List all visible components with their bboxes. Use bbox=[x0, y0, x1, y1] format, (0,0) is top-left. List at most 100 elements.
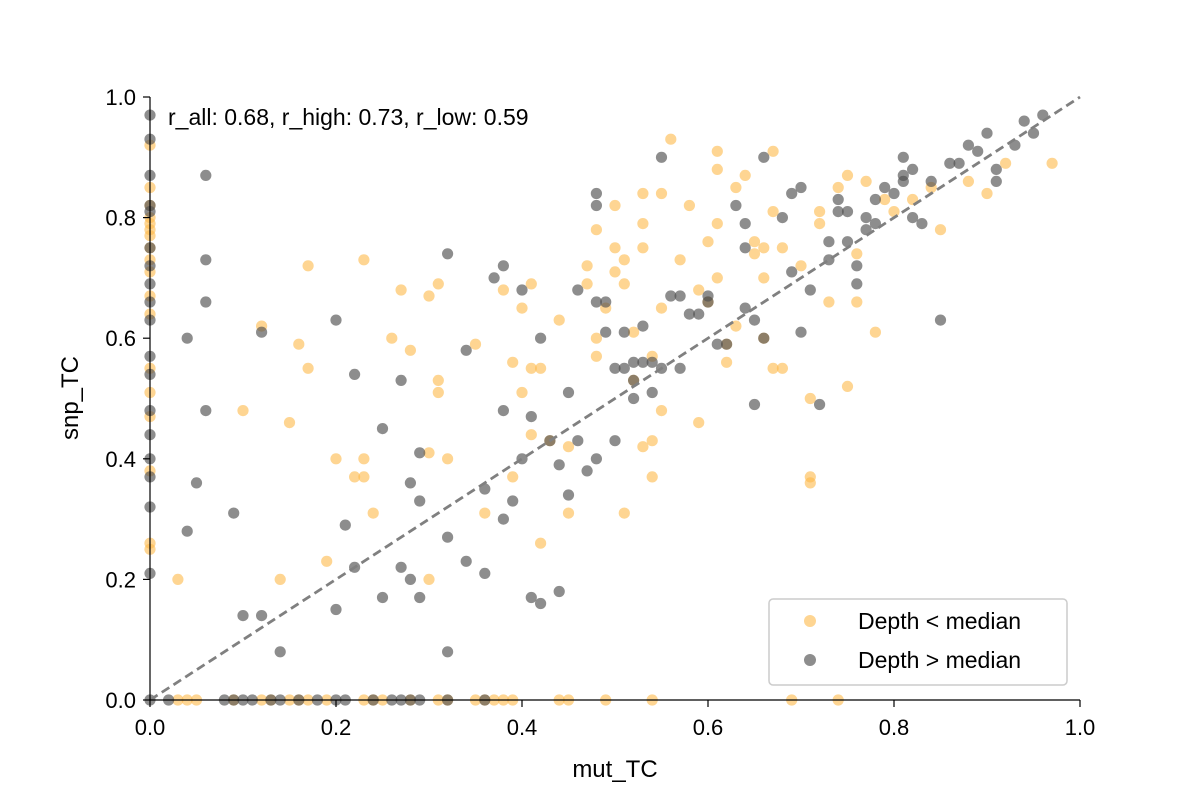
scatter-point bbox=[832, 193, 844, 206]
scatter-point bbox=[535, 597, 547, 610]
scatter-point bbox=[851, 248, 863, 260]
legend-label-high-depth: Depth > median bbox=[858, 647, 1021, 673]
scatter-point bbox=[637, 242, 649, 254]
scatter-point bbox=[609, 362, 621, 374]
scatter-point bbox=[535, 332, 547, 344]
scatter-point bbox=[618, 326, 630, 338]
scatter-point bbox=[739, 302, 751, 314]
scatter-point bbox=[748, 248, 761, 260]
scatter-point bbox=[990, 175, 1002, 187]
scatter-point bbox=[860, 212, 872, 224]
scatter-point bbox=[1000, 157, 1012, 169]
scatter-point bbox=[535, 362, 547, 374]
scatter-point bbox=[990, 163, 1002, 175]
scatter-point bbox=[358, 254, 370, 266]
y-tick-label: 0.4 bbox=[105, 447, 136, 472]
correlation-annotation: r_all: 0.68, r_high: 0.73, r_low: 0.59 bbox=[168, 104, 529, 130]
scatter-point bbox=[823, 236, 835, 248]
scatter-point bbox=[860, 175, 872, 187]
scatter-point bbox=[618, 507, 630, 519]
scatter-point bbox=[497, 260, 509, 272]
scatter-point bbox=[572, 284, 584, 296]
scatter-point bbox=[646, 386, 658, 399]
scatter-point bbox=[739, 242, 751, 254]
scatter-point bbox=[386, 332, 398, 344]
scatter-point bbox=[590, 350, 603, 362]
scatter-point bbox=[665, 290, 677, 302]
scatter-point bbox=[200, 169, 212, 181]
scatter-point bbox=[414, 495, 426, 507]
scatter-point bbox=[869, 193, 882, 206]
scatter-point bbox=[841, 206, 854, 218]
scatter-point bbox=[841, 380, 854, 392]
scatter-point bbox=[516, 284, 528, 296]
scatter-point bbox=[907, 212, 919, 224]
scatter-point bbox=[683, 308, 696, 320]
scatter-point bbox=[962, 175, 975, 187]
scatter-point bbox=[851, 278, 863, 290]
scatter-point bbox=[600, 296, 612, 308]
scatter-point bbox=[693, 284, 705, 296]
scatter-point bbox=[618, 254, 630, 266]
scatter-point bbox=[804, 392, 816, 405]
scatter-point bbox=[600, 326, 612, 338]
scatter-point bbox=[590, 224, 603, 236]
scatter-point bbox=[404, 477, 416, 489]
scatter-point bbox=[302, 362, 314, 374]
scatter-point bbox=[1018, 115, 1030, 127]
scatter-point bbox=[330, 314, 342, 326]
scatter-point bbox=[730, 181, 742, 194]
legend: Depth < median Depth > median bbox=[768, 598, 1068, 686]
scatter-point bbox=[330, 453, 342, 465]
scatter-point bbox=[916, 218, 928, 230]
scatter-point bbox=[711, 338, 723, 350]
y-tick-label: 1.0 bbox=[105, 85, 136, 110]
scatter-point bbox=[628, 392, 640, 405]
scatter-point bbox=[181, 525, 193, 537]
scatter-point bbox=[953, 157, 965, 169]
scatter-point bbox=[814, 218, 826, 230]
scatter-point bbox=[767, 206, 779, 218]
scatter-point bbox=[739, 218, 751, 230]
scatter-point bbox=[795, 326, 807, 338]
scatter-point bbox=[562, 441, 575, 453]
scatter-point bbox=[200, 296, 212, 308]
scatter-point bbox=[562, 489, 575, 501]
scatter-point bbox=[655, 405, 668, 417]
scatter-point bbox=[711, 145, 723, 157]
scatter-point bbox=[442, 248, 454, 260]
scatter-point bbox=[637, 441, 649, 453]
scatter-point bbox=[776, 362, 789, 374]
scatter-point bbox=[237, 405, 249, 417]
y-axis-label: snp_TC bbox=[57, 356, 84, 440]
scatter-point bbox=[395, 284, 407, 296]
scatter-point bbox=[395, 374, 407, 386]
scatter-point bbox=[525, 591, 537, 604]
scatter-point bbox=[479, 567, 491, 580]
scatter-point bbox=[767, 145, 779, 157]
scatter-point bbox=[432, 374, 444, 386]
scatter-point bbox=[702, 236, 714, 248]
scatter-point bbox=[302, 260, 314, 272]
scatter-point bbox=[321, 555, 333, 567]
scatter-point bbox=[628, 326, 640, 338]
scatter-point bbox=[581, 260, 593, 272]
scatter-point bbox=[934, 314, 947, 326]
x-tick-label: 0.8 bbox=[879, 715, 910, 740]
scatter-point bbox=[274, 646, 286, 658]
x-tick-label: 1.0 bbox=[1065, 715, 1096, 740]
scatter-point bbox=[228, 507, 240, 519]
scatter-point bbox=[516, 386, 528, 399]
scatter-point bbox=[674, 362, 686, 374]
scatter-point bbox=[404, 573, 416, 586]
x-tick-label: 0.4 bbox=[507, 715, 538, 740]
scatter-point bbox=[637, 187, 649, 200]
scatter-point bbox=[869, 326, 882, 338]
scatter-point bbox=[665, 133, 677, 145]
scatter-point bbox=[637, 356, 649, 368]
scatter-point bbox=[758, 332, 770, 344]
scatter-point bbox=[442, 453, 454, 465]
scatter-point bbox=[646, 435, 658, 447]
scatter-point bbox=[535, 537, 547, 549]
x-ticks: 0.0 0.2 0.4 0.6 0.8 1.0 bbox=[135, 700, 1096, 740]
